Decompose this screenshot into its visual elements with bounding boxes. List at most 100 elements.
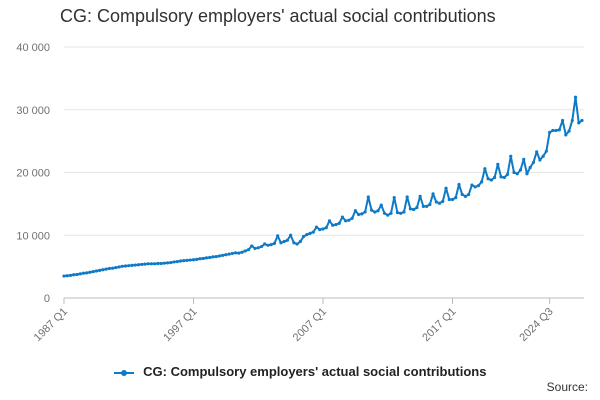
data-point[interactable] (214, 254, 218, 259)
data-point[interactable] (538, 158, 542, 162)
data-point[interactable] (233, 251, 238, 255)
data-point[interactable] (418, 194, 422, 198)
legend[interactable]: CG: Compulsory employers' actual social … (0, 364, 600, 379)
data-point[interactable] (360, 212, 364, 216)
data-point[interactable] (473, 185, 477, 189)
data-point[interactable] (243, 249, 247, 253)
data-point[interactable] (198, 257, 202, 261)
data-point[interactable] (331, 223, 335, 227)
data-point[interactable] (476, 184, 480, 188)
data-point[interactable] (321, 227, 325, 231)
data-point[interactable] (123, 264, 128, 268)
data-point[interactable] (101, 268, 105, 272)
data-point[interactable] (259, 244, 264, 249)
data-point[interactable] (204, 256, 209, 260)
data-point[interactable] (224, 253, 228, 257)
data-point[interactable] (166, 261, 170, 265)
data-point[interactable] (376, 209, 380, 213)
data-point[interactable] (509, 154, 513, 158)
data-point[interactable] (492, 175, 497, 180)
data-point[interactable] (246, 248, 251, 252)
data-point[interactable] (237, 251, 241, 255)
data-point[interactable] (560, 118, 565, 123)
data-point[interactable] (172, 260, 176, 264)
data-point[interactable] (344, 219, 348, 223)
data-point[interactable] (505, 172, 510, 176)
data-point[interactable] (208, 255, 212, 260)
data-point[interactable] (153, 262, 157, 266)
data-point[interactable] (463, 194, 468, 198)
data-point[interactable] (195, 257, 199, 262)
data-point[interactable] (178, 259, 183, 263)
data-point[interactable] (62, 274, 66, 278)
data-point[interactable] (480, 180, 484, 184)
data-point[interactable] (499, 175, 503, 179)
data-point[interactable] (347, 218, 351, 222)
data-point[interactable] (117, 265, 121, 269)
data-point[interactable] (272, 241, 277, 246)
data-point[interactable] (240, 250, 244, 254)
data-point[interactable] (88, 270, 92, 274)
data-point[interactable] (324, 226, 328, 230)
data-point[interactable] (305, 233, 309, 237)
data-point[interactable] (518, 168, 523, 172)
data-point[interactable] (136, 263, 141, 267)
data-point[interactable] (441, 199, 445, 203)
data-point[interactable] (314, 225, 319, 229)
data-point[interactable] (266, 243, 270, 247)
data-point[interactable] (327, 219, 332, 223)
data-point[interactable] (467, 192, 471, 197)
data-point[interactable] (159, 261, 163, 266)
data-point[interactable] (94, 269, 98, 273)
data-point[interactable] (114, 265, 118, 270)
data-point[interactable] (140, 262, 144, 267)
data-point[interactable] (515, 172, 519, 176)
data-point[interactable] (276, 234, 280, 238)
data-point[interactable] (146, 262, 150, 266)
data-point[interactable] (269, 243, 273, 247)
data-point[interactable] (81, 271, 86, 275)
data-point[interactable] (402, 210, 406, 214)
data-point[interactable] (483, 167, 487, 171)
data-point[interactable] (447, 197, 451, 202)
data-point[interactable] (311, 230, 315, 234)
data-point[interactable] (350, 216, 354, 220)
data-point[interactable] (68, 273, 73, 278)
data-point[interactable] (191, 258, 196, 262)
data-point[interactable] (250, 244, 254, 248)
data-point[interactable] (580, 118, 584, 123)
data-point[interactable] (405, 195, 409, 199)
data-point[interactable] (412, 207, 416, 212)
data-point[interactable] (434, 200, 438, 204)
data-point[interactable] (127, 264, 131, 268)
data-point[interactable] (535, 150, 539, 154)
data-point[interactable] (279, 241, 283, 245)
data-point[interactable] (386, 213, 390, 217)
data-point[interactable] (221, 253, 225, 257)
data-point[interactable] (201, 256, 205, 261)
data-point[interactable] (415, 206, 419, 210)
data-point[interactable] (554, 128, 558, 133)
data-point[interactable] (340, 215, 345, 219)
data-point[interactable] (548, 130, 552, 134)
data-point[interactable] (295, 242, 299, 246)
data-point[interactable] (182, 259, 186, 263)
data-point[interactable] (531, 160, 536, 165)
data-point[interactable] (366, 195, 370, 199)
data-point[interactable] (253, 246, 257, 251)
data-point[interactable] (564, 133, 568, 137)
data-point[interactable] (104, 267, 108, 271)
data-point[interactable] (428, 202, 432, 207)
data-point[interactable] (570, 118, 574, 123)
data-point[interactable] (72, 273, 76, 277)
data-point[interactable] (162, 261, 166, 265)
data-point[interactable] (457, 182, 461, 187)
data-point[interactable] (263, 242, 267, 246)
data-point[interactable] (130, 263, 134, 267)
data-point[interactable] (217, 254, 221, 258)
data-point[interactable] (133, 263, 137, 267)
data-point[interactable] (318, 228, 322, 232)
data-point[interactable] (110, 266, 115, 270)
data-point[interactable] (301, 234, 306, 239)
data-point[interactable] (421, 204, 425, 208)
